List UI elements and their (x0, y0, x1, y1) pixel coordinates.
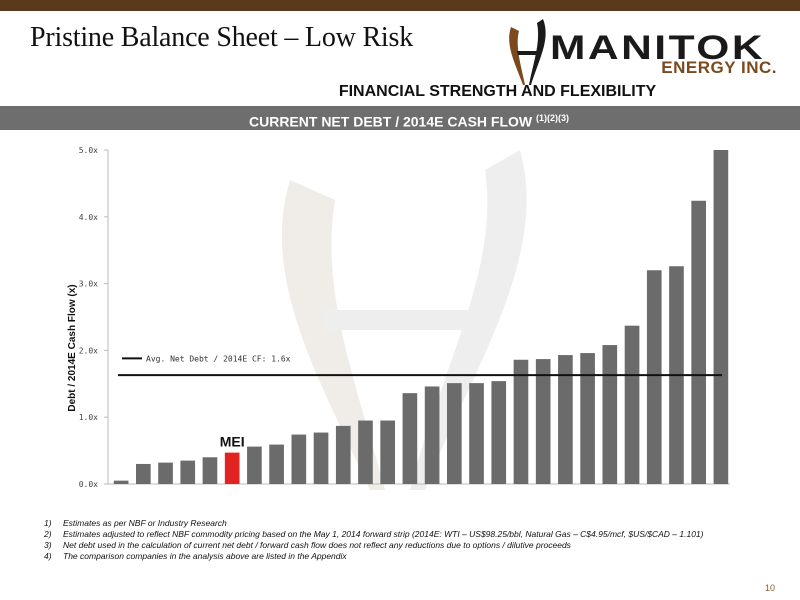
y-tick-label: 4.0x (79, 213, 98, 222)
bar-peer (646, 270, 662, 484)
bar-peer (202, 457, 218, 484)
bar-peer (158, 462, 173, 484)
bar-peer (624, 325, 640, 484)
bar-peer (491, 381, 507, 484)
bar-peer (469, 383, 484, 484)
bar-peer (269, 444, 284, 484)
bar-peer (424, 386, 440, 484)
bar-peer (291, 434, 307, 484)
y-tick-label: 5.0x (79, 146, 98, 155)
bar-peer (513, 359, 529, 484)
bar-peer (358, 420, 373, 484)
section-subtitle: FINANCIAL STRENGTH AND FLEXIBILITY (338, 83, 657, 100)
debt-to-cashflow-chart: Debt / 2014E Cash Flow (x) 0.0x 1.0x 2.0x 3… (67, 146, 730, 489)
bar-peer (535, 359, 551, 484)
footnote: 3) Net debt used in the calculation of cu… (44, 540, 571, 550)
top-accent-bar (0, 0, 800, 11)
bar-peer (402, 393, 418, 484)
banner-superscript: (1)(2)(3) (536, 113, 570, 123)
highlight-label: MEI (220, 434, 245, 450)
legend-average-label: Avg. Net Debt / 2014E CF: 1.6x (146, 354, 291, 363)
banner-text: CURRENT NET DEBT / 2014E CASH FLOW (248, 113, 533, 130)
bar-peer (602, 345, 618, 484)
bar-peer (446, 383, 462, 484)
bar-peer (247, 446, 262, 484)
footnote: 1) Estimates as per NBF or Industry Resea… (44, 518, 227, 528)
page-title: Pristine Balance Sheet – Low Risk (30, 22, 414, 53)
footnotes: 1) Estimates as per NBF or Industry Resea… (44, 518, 703, 562)
y-tick-label: 0.0x (79, 480, 98, 489)
y-tick-label: 3.0x (79, 280, 98, 289)
bar-peer (691, 200, 707, 484)
company-logo: MANITOK ENERGY INC. (505, 15, 785, 90)
bar-peer (335, 425, 351, 484)
bar-mei (224, 452, 240, 484)
bar-peer (113, 480, 129, 484)
footnote: 4) The comparison companies in the analys… (44, 551, 347, 561)
bar-peer (380, 420, 396, 484)
logo-wordmark: MANITOK (550, 29, 766, 67)
logo-horns-icon (509, 19, 546, 85)
y-axis-label: Debt / 2014E Cash Flow (x) (67, 284, 78, 411)
bar-peer (313, 432, 329, 484)
bar-peer (558, 355, 573, 484)
page-number: 10 (764, 583, 775, 593)
bar-peer (135, 463, 151, 484)
logo-subtitle: ENERGY INC. (661, 58, 777, 77)
y-tick-label: 1.0x (79, 413, 98, 422)
bar-peer (580, 353, 595, 484)
chart-banner-title: CURRENT NET DEBT / 2014E CASH FLOW (1)(2… (0, 106, 800, 134)
footnote: 2) Estimates adjusted to reflect NBF comm… (44, 529, 704, 539)
chart-banner: CURRENT NET DEBT / 2014E CASH FLOW (1)(2… (0, 106, 800, 130)
bar-peer (180, 460, 196, 484)
bar-peer (713, 150, 729, 484)
y-tick-label: 2.0x (79, 346, 98, 355)
